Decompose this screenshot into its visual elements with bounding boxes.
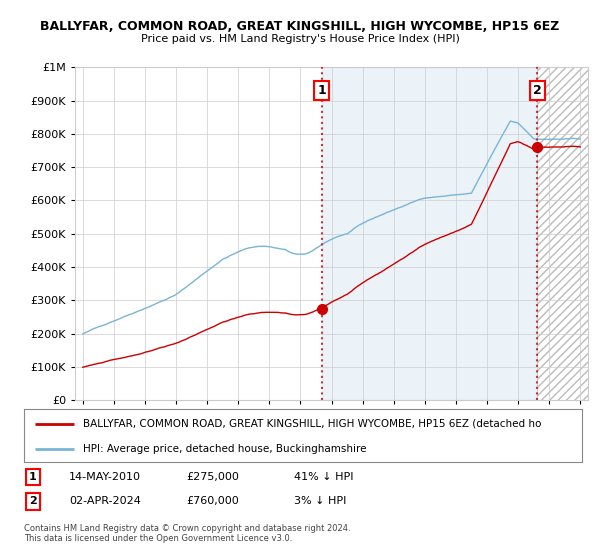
Bar <box>538 67 588 400</box>
Text: 02-APR-2024: 02-APR-2024 <box>69 496 141 506</box>
Text: 3% ↓ HPI: 3% ↓ HPI <box>294 496 346 506</box>
Text: 2: 2 <box>29 496 37 506</box>
Text: 41% ↓ HPI: 41% ↓ HPI <box>294 472 353 482</box>
Text: 14-MAY-2010: 14-MAY-2010 <box>69 472 141 482</box>
Text: HPI: Average price, detached house, Buckinghamshire: HPI: Average price, detached house, Buck… <box>83 444 366 454</box>
Text: 2: 2 <box>533 84 542 97</box>
Text: 1: 1 <box>29 472 37 482</box>
Text: BALLYFAR, COMMON ROAD, GREAT KINGSHILL, HIGH WYCOMBE, HP15 6EZ (detached ho: BALLYFAR, COMMON ROAD, GREAT KINGSHILL, … <box>83 419 541 429</box>
Bar <box>322 67 538 400</box>
Text: Contains HM Land Registry data © Crown copyright and database right 2024.
This d: Contains HM Land Registry data © Crown c… <box>24 524 350 543</box>
Text: Price paid vs. HM Land Registry's House Price Index (HPI): Price paid vs. HM Land Registry's House … <box>140 34 460 44</box>
Text: 1: 1 <box>317 84 326 97</box>
Text: £760,000: £760,000 <box>186 496 239 506</box>
Text: BALLYFAR, COMMON ROAD, GREAT KINGSHILL, HIGH WYCOMBE, HP15 6EZ: BALLYFAR, COMMON ROAD, GREAT KINGSHILL, … <box>40 20 560 32</box>
Text: £275,000: £275,000 <box>186 472 239 482</box>
